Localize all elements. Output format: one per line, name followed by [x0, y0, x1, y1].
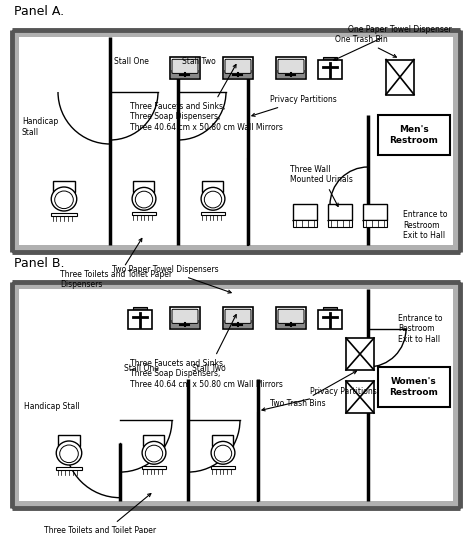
Bar	[224, 70, 252, 78]
Bar	[328, 220, 352, 227]
Bar	[346, 338, 374, 370]
Bar	[223, 307, 253, 329]
Text: Handicap Stall: Handicap Stall	[24, 402, 80, 411]
FancyBboxPatch shape	[278, 59, 304, 74]
Bar	[51, 213, 77, 216]
Bar	[128, 310, 152, 329]
Bar	[12, 30, 460, 252]
Ellipse shape	[132, 188, 156, 210]
FancyBboxPatch shape	[225, 59, 251, 74]
Bar	[170, 57, 200, 79]
Bar	[276, 57, 306, 79]
Bar	[328, 204, 352, 220]
Bar	[378, 367, 450, 407]
Bar	[19, 37, 453, 245]
Bar	[318, 60, 342, 79]
Bar	[318, 310, 342, 329]
Bar	[53, 181, 75, 192]
Bar	[323, 307, 337, 312]
Bar	[211, 466, 235, 469]
FancyBboxPatch shape	[172, 59, 198, 74]
Text: Two Paper Towel Dispensers: Two Paper Towel Dispensers	[112, 265, 231, 293]
Bar	[223, 57, 253, 79]
Text: Entrance to
Restroom
Exit to Hall: Entrance to Restroom Exit to Hall	[398, 314, 443, 344]
Bar	[170, 307, 200, 329]
Text: Three Toilets and Toilet Paper
Dispensers: Three Toilets and Toilet Paper Dispenser…	[60, 238, 172, 289]
Bar	[212, 435, 234, 446]
Bar	[19, 289, 453, 501]
FancyBboxPatch shape	[172, 309, 198, 324]
Text: Privacy Partitions: Privacy Partitions	[262, 386, 377, 411]
Bar	[293, 220, 317, 227]
Text: Men's
Restroom: Men's Restroom	[390, 125, 438, 144]
Bar	[386, 60, 414, 94]
Bar	[134, 181, 155, 192]
Text: Panel A.: Panel A.	[14, 5, 64, 18]
Text: Stall Two: Stall Two	[192, 364, 226, 373]
Text: Three Wall
Mounted Urinals: Three Wall Mounted Urinals	[290, 165, 353, 206]
Text: Stall One: Stall One	[114, 57, 149, 66]
Text: Stall One: Stall One	[124, 364, 159, 373]
Bar	[346, 381, 374, 413]
Bar	[58, 434, 80, 446]
Text: One Paper Towel Dispenser: One Paper Towel Dispenser	[334, 25, 452, 60]
Text: Three Faucets and Sinks,
Three Soap Dispensers,
Three 40.64 cm x 50.80 cm Wall M: Three Faucets and Sinks, Three Soap Disp…	[130, 64, 283, 132]
Ellipse shape	[211, 441, 235, 464]
Bar	[171, 320, 199, 328]
Bar	[364, 220, 386, 227]
Ellipse shape	[201, 188, 225, 210]
Text: Stall Two: Stall Two	[182, 57, 216, 66]
Text: Three Toilets and Toilet Paper
Dispensers: Three Toilets and Toilet Paper Dispenser…	[44, 494, 156, 533]
Ellipse shape	[51, 187, 77, 211]
Text: Entrance to
Restroom
Exit to Hall: Entrance to Restroom Exit to Hall	[403, 210, 447, 240]
Bar	[56, 466, 82, 470]
Bar	[293, 204, 317, 220]
Bar	[132, 212, 156, 215]
FancyBboxPatch shape	[278, 309, 304, 324]
Bar	[201, 212, 225, 215]
Bar	[277, 70, 305, 78]
Ellipse shape	[56, 441, 82, 465]
Text: Panel B.: Panel B.	[14, 257, 64, 270]
Text: Two Trash Bins: Two Trash Bins	[270, 371, 356, 408]
Bar	[202, 181, 224, 192]
Text: One Trash Bin: One Trash Bin	[335, 35, 396, 57]
Bar	[323, 57, 337, 62]
Text: Privacy Partitions: Privacy Partitions	[252, 95, 337, 116]
Bar	[378, 115, 450, 155]
Text: Handicap
Stall: Handicap Stall	[22, 117, 58, 136]
Text: Three Faucets and Sinks,
Three Soap Dispensers,
Three 40.64 cm x 50.80 cm Wall M: Three Faucets and Sinks, Three Soap Disp…	[130, 314, 283, 389]
Text: Women's
Restroom: Women's Restroom	[390, 377, 438, 397]
Bar	[133, 307, 147, 312]
Bar	[363, 204, 387, 220]
Bar	[224, 320, 252, 328]
FancyBboxPatch shape	[225, 309, 251, 324]
Bar	[171, 70, 199, 78]
Bar	[277, 320, 305, 328]
Ellipse shape	[142, 441, 166, 464]
Bar	[276, 307, 306, 329]
Bar	[12, 282, 460, 508]
Bar	[144, 435, 164, 446]
Bar	[142, 466, 166, 469]
